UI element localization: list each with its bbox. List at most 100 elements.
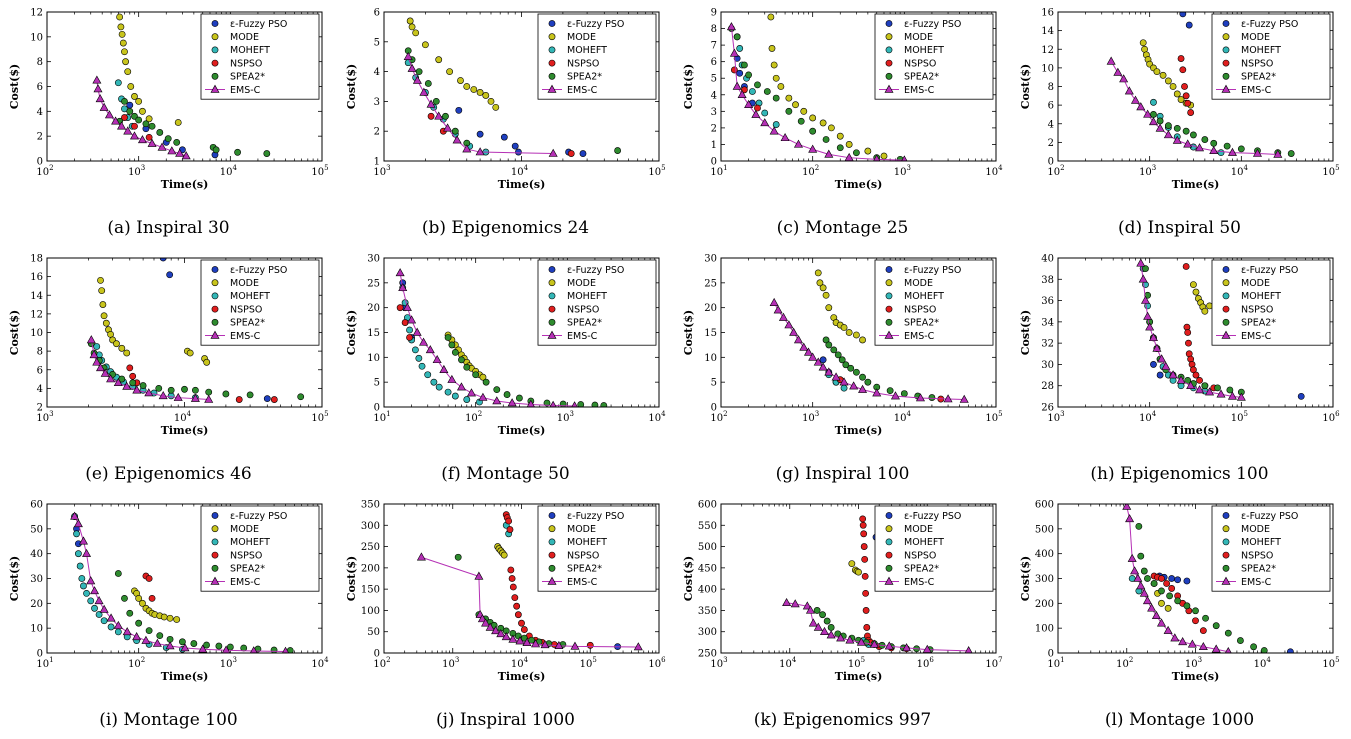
point-mode [1164,604,1172,612]
point-fuzzy-pso [511,142,519,150]
point-ems-c [959,394,969,403]
point-nspso [862,607,870,614]
point-ems-c [137,135,147,144]
point-mode [840,324,848,331]
legend-label-nspso: NSPSO [230,304,262,315]
x-tick-label: 104 [511,164,529,178]
y-tick-label: 26 [1041,403,1054,414]
point-nspso [1187,109,1195,116]
y-tick-label: 0 [37,649,43,660]
legend-box [1211,259,1331,346]
x-tick-label: 105 [1322,656,1339,670]
point-moheft [418,362,426,370]
point-fuzzy-pso [819,356,827,364]
point-spea2 [205,388,213,396]
point-spea2 [156,632,164,640]
y-axis-label: Cost($) [1019,64,1032,109]
point-spea2 [836,144,844,152]
point-spea2 [847,364,855,372]
point-spea2 [1237,145,1245,153]
series-line-ems-c [74,516,286,653]
point-nspso [270,396,278,403]
point-ems-c [1119,74,1129,83]
legend-box [200,13,320,100]
point-ems-c [1143,109,1153,118]
data-area [782,515,973,653]
data-area [92,13,271,160]
data-area [769,269,969,403]
point-ems-c [826,630,836,639]
point-spea2 [415,68,423,75]
subplot-12: 101 102 103 104 105 0 100 200 300 400 500 600 Time(s… [1011,492,1348,738]
y-tick-label: 100 [1035,624,1054,635]
x-tick-label: 103 [442,656,459,670]
point-nspso [1181,83,1188,90]
y-tick-label: 2 [37,132,43,143]
x-tick-label: 102 [1116,656,1133,670]
y-axis-label: Cost($) [345,64,358,109]
point-spea2 [853,149,860,157]
legend-marker-moheft [211,46,219,54]
point-spea2 [1174,597,1182,605]
point-ems-c [869,639,879,648]
legend-label-fuzzy-pso: ε-Fuzzy PSO [567,265,624,276]
scatter-plot-7: 102 103 104 105051015202530Time(s)Cost($)ε-… [682,254,1003,438]
legend-box [537,13,657,100]
point-ems-c [902,643,912,652]
point-moheft [772,121,780,128]
point-mode [855,568,862,576]
point-ems-c [890,391,900,400]
point-spea2 [444,334,452,341]
legend-label-spea2: SPEA2* [1241,564,1276,575]
y-tick-label: 600 [1035,500,1054,511]
point-nspso [520,626,528,633]
point-fuzzy-pso [579,150,587,157]
point-ems-c [782,597,792,607]
point-mode [800,107,808,115]
point-mode [1158,599,1165,607]
y-tick-label: 28 [1041,381,1054,392]
legend-label-spea2: SPEA2* [904,564,939,575]
y-tick-label: 8 [37,347,43,358]
legend-marker-nspso [885,551,893,559]
point-ems-c [1122,504,1132,510]
point-ems-c [1183,139,1193,148]
subplot-caption: (a) Inspiral 30 [107,218,230,238]
point-ems-c [1133,573,1143,582]
point-spea2 [1250,643,1258,651]
legend-marker-nspso [548,305,556,313]
point-mode [482,92,490,99]
legend-marker-mode [885,33,893,41]
point-spea2 [246,391,254,399]
point-ems-c [190,393,200,402]
point-nspso [1182,92,1190,100]
y-tick-label: 6 [711,57,717,68]
point-ems-c [152,638,162,647]
y-tick-label: 0 [1048,157,1054,168]
subplot-caption: (l) Montage 1000 [1104,710,1255,730]
legend-label-nspso: NSPSO [567,550,599,561]
subplot-caption: (e) Epigenomics 46 [85,464,252,484]
y-tick-label: 300 [1035,574,1054,585]
point-mode [1192,288,1200,296]
point-spea2 [842,361,850,369]
point-ems-c [531,639,541,648]
point-spea2 [454,553,462,561]
point-ems-c [789,327,799,336]
y-tick-label: 8 [1048,82,1054,93]
point-ems-c [760,118,770,127]
point-ems-c [478,392,488,401]
y-tick-label: 5 [711,74,717,85]
point-ems-c [1124,86,1134,95]
legend-label-nspso: NSPSO [567,58,599,69]
legend-label-moheft: MOHEFT [230,45,270,56]
y-tick-label: 0 [1048,649,1054,660]
legend-label-mode: MODE [904,524,933,535]
point-nspso [859,521,867,529]
subplot-caption: (b) Epigenomics 24 [421,218,590,238]
legend-label-ems-c: EMS-C [904,85,935,96]
legend-marker-spea2 [1222,564,1230,572]
point-nspso [514,611,522,619]
legend-label-ems-c: EMS-C [567,331,598,342]
point-ems-c [570,641,580,650]
